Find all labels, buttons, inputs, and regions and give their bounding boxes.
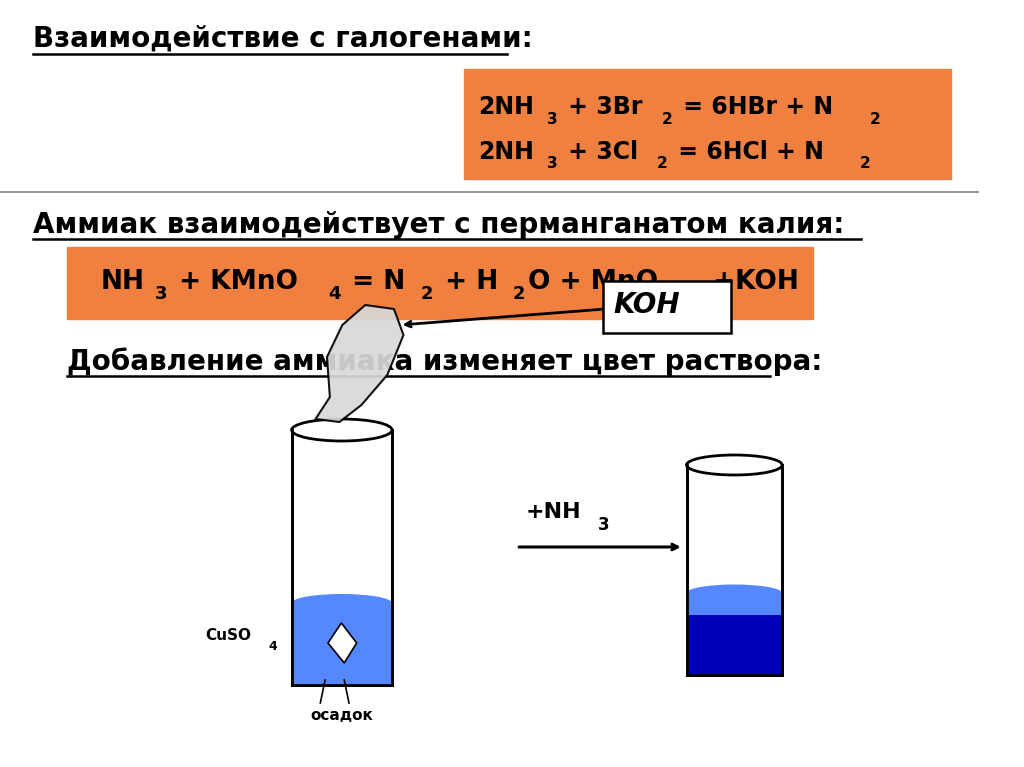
Polygon shape xyxy=(315,305,403,422)
Text: O + MnO: O + MnO xyxy=(528,269,658,295)
Bar xyxy=(686,593,782,615)
Ellipse shape xyxy=(686,455,782,475)
Text: 2: 2 xyxy=(662,111,673,127)
Text: = N: = N xyxy=(343,269,406,295)
Bar xyxy=(686,465,782,675)
FancyBboxPatch shape xyxy=(67,247,813,319)
Text: 3: 3 xyxy=(547,111,558,127)
Text: 4: 4 xyxy=(328,285,341,303)
Text: + KMnO: + KMnO xyxy=(170,269,298,295)
Text: 3: 3 xyxy=(598,516,609,534)
Bar xyxy=(686,603,782,675)
Text: 2NH: 2NH xyxy=(478,95,534,119)
Text: 2: 2 xyxy=(512,285,525,303)
Text: 2: 2 xyxy=(656,156,668,172)
Text: Взаимодействие с галогенами:: Взаимодействие с галогенами: xyxy=(34,25,534,53)
Text: + 3Br: + 3Br xyxy=(560,95,642,119)
Ellipse shape xyxy=(292,594,392,612)
Text: 2: 2 xyxy=(859,156,870,172)
Text: Добавление аммиака изменяет цвет раствора:: Добавление аммиака изменяет цвет раствор… xyxy=(67,347,822,377)
Text: NH: NH xyxy=(100,269,144,295)
Text: + 3Cl: + 3Cl xyxy=(560,140,638,164)
Text: 2NH: 2NH xyxy=(478,140,534,164)
Ellipse shape xyxy=(686,584,782,601)
Text: +KOH: +KOH xyxy=(703,269,799,295)
Text: 3: 3 xyxy=(155,285,167,303)
Text: 2: 2 xyxy=(420,285,433,303)
Text: 3: 3 xyxy=(547,156,558,172)
Bar xyxy=(292,603,392,685)
Text: CuSO: CuSO xyxy=(206,627,252,643)
Text: Аммиак взаимодействует с перманганатом калия:: Аммиак взаимодействует с перманганатом к… xyxy=(34,211,845,239)
Text: = 6HCl + N: = 6HCl + N xyxy=(670,140,823,164)
Polygon shape xyxy=(328,623,356,663)
Text: 2: 2 xyxy=(870,111,881,127)
Text: = 6HBr + N: = 6HBr + N xyxy=(675,95,834,119)
FancyBboxPatch shape xyxy=(603,281,730,333)
Text: + H: + H xyxy=(435,269,498,295)
Bar xyxy=(292,430,392,685)
Text: 4: 4 xyxy=(268,640,278,653)
Text: +NH: +NH xyxy=(526,502,582,522)
Ellipse shape xyxy=(292,419,392,441)
FancyBboxPatch shape xyxy=(464,69,951,179)
Text: 2: 2 xyxy=(688,285,701,303)
Text: осадок: осадок xyxy=(310,707,373,723)
Text: KOH: KOH xyxy=(613,291,681,319)
